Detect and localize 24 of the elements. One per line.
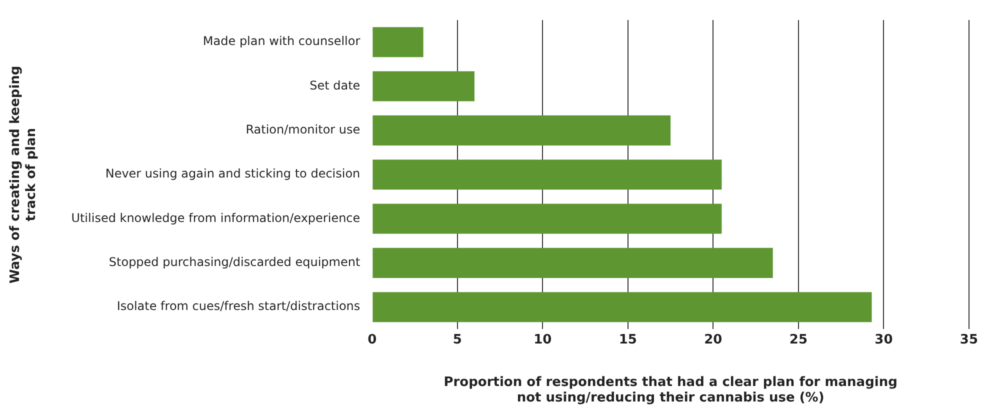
bar	[372, 160, 722, 190]
bar	[372, 71, 474, 102]
x-tick-label: 35	[960, 332, 978, 348]
bar	[372, 115, 671, 146]
y-axis-title: Ways of creating and keeping track of plan	[8, 66, 39, 284]
y-tick-label: Ration/monitor use	[246, 122, 360, 137]
x-tick-label: 15	[618, 332, 637, 348]
x-tick-label: 20	[704, 332, 722, 348]
x-tick-label: 5	[452, 332, 462, 348]
x-tick-label: 0	[368, 332, 377, 348]
y-tick-label: Never using again and sticking to decision	[105, 166, 360, 181]
bar	[372, 204, 722, 234]
bar	[372, 27, 424, 58]
y-tick-label: Stopped purchasing/discarded equipment	[108, 255, 360, 270]
y-tick-label: Utilised knowledge from information/experience	[71, 210, 360, 225]
bar	[372, 292, 872, 322]
x-tick-label: 25	[789, 332, 808, 348]
x-tick-label: 30	[874, 332, 893, 348]
y-tick-label: Isolate from cues/fresh start/distractions	[116, 299, 360, 314]
y-tick-label: Made plan with counsellor	[202, 34, 360, 48]
bar	[372, 248, 773, 278]
x-axis-title: Proportion of respondents that had a clear plan for managing not using/reducing their cannabis use (%)	[444, 374, 898, 406]
x-tick-label: 10	[534, 332, 552, 348]
y-tick-label: Set date	[310, 78, 360, 92]
